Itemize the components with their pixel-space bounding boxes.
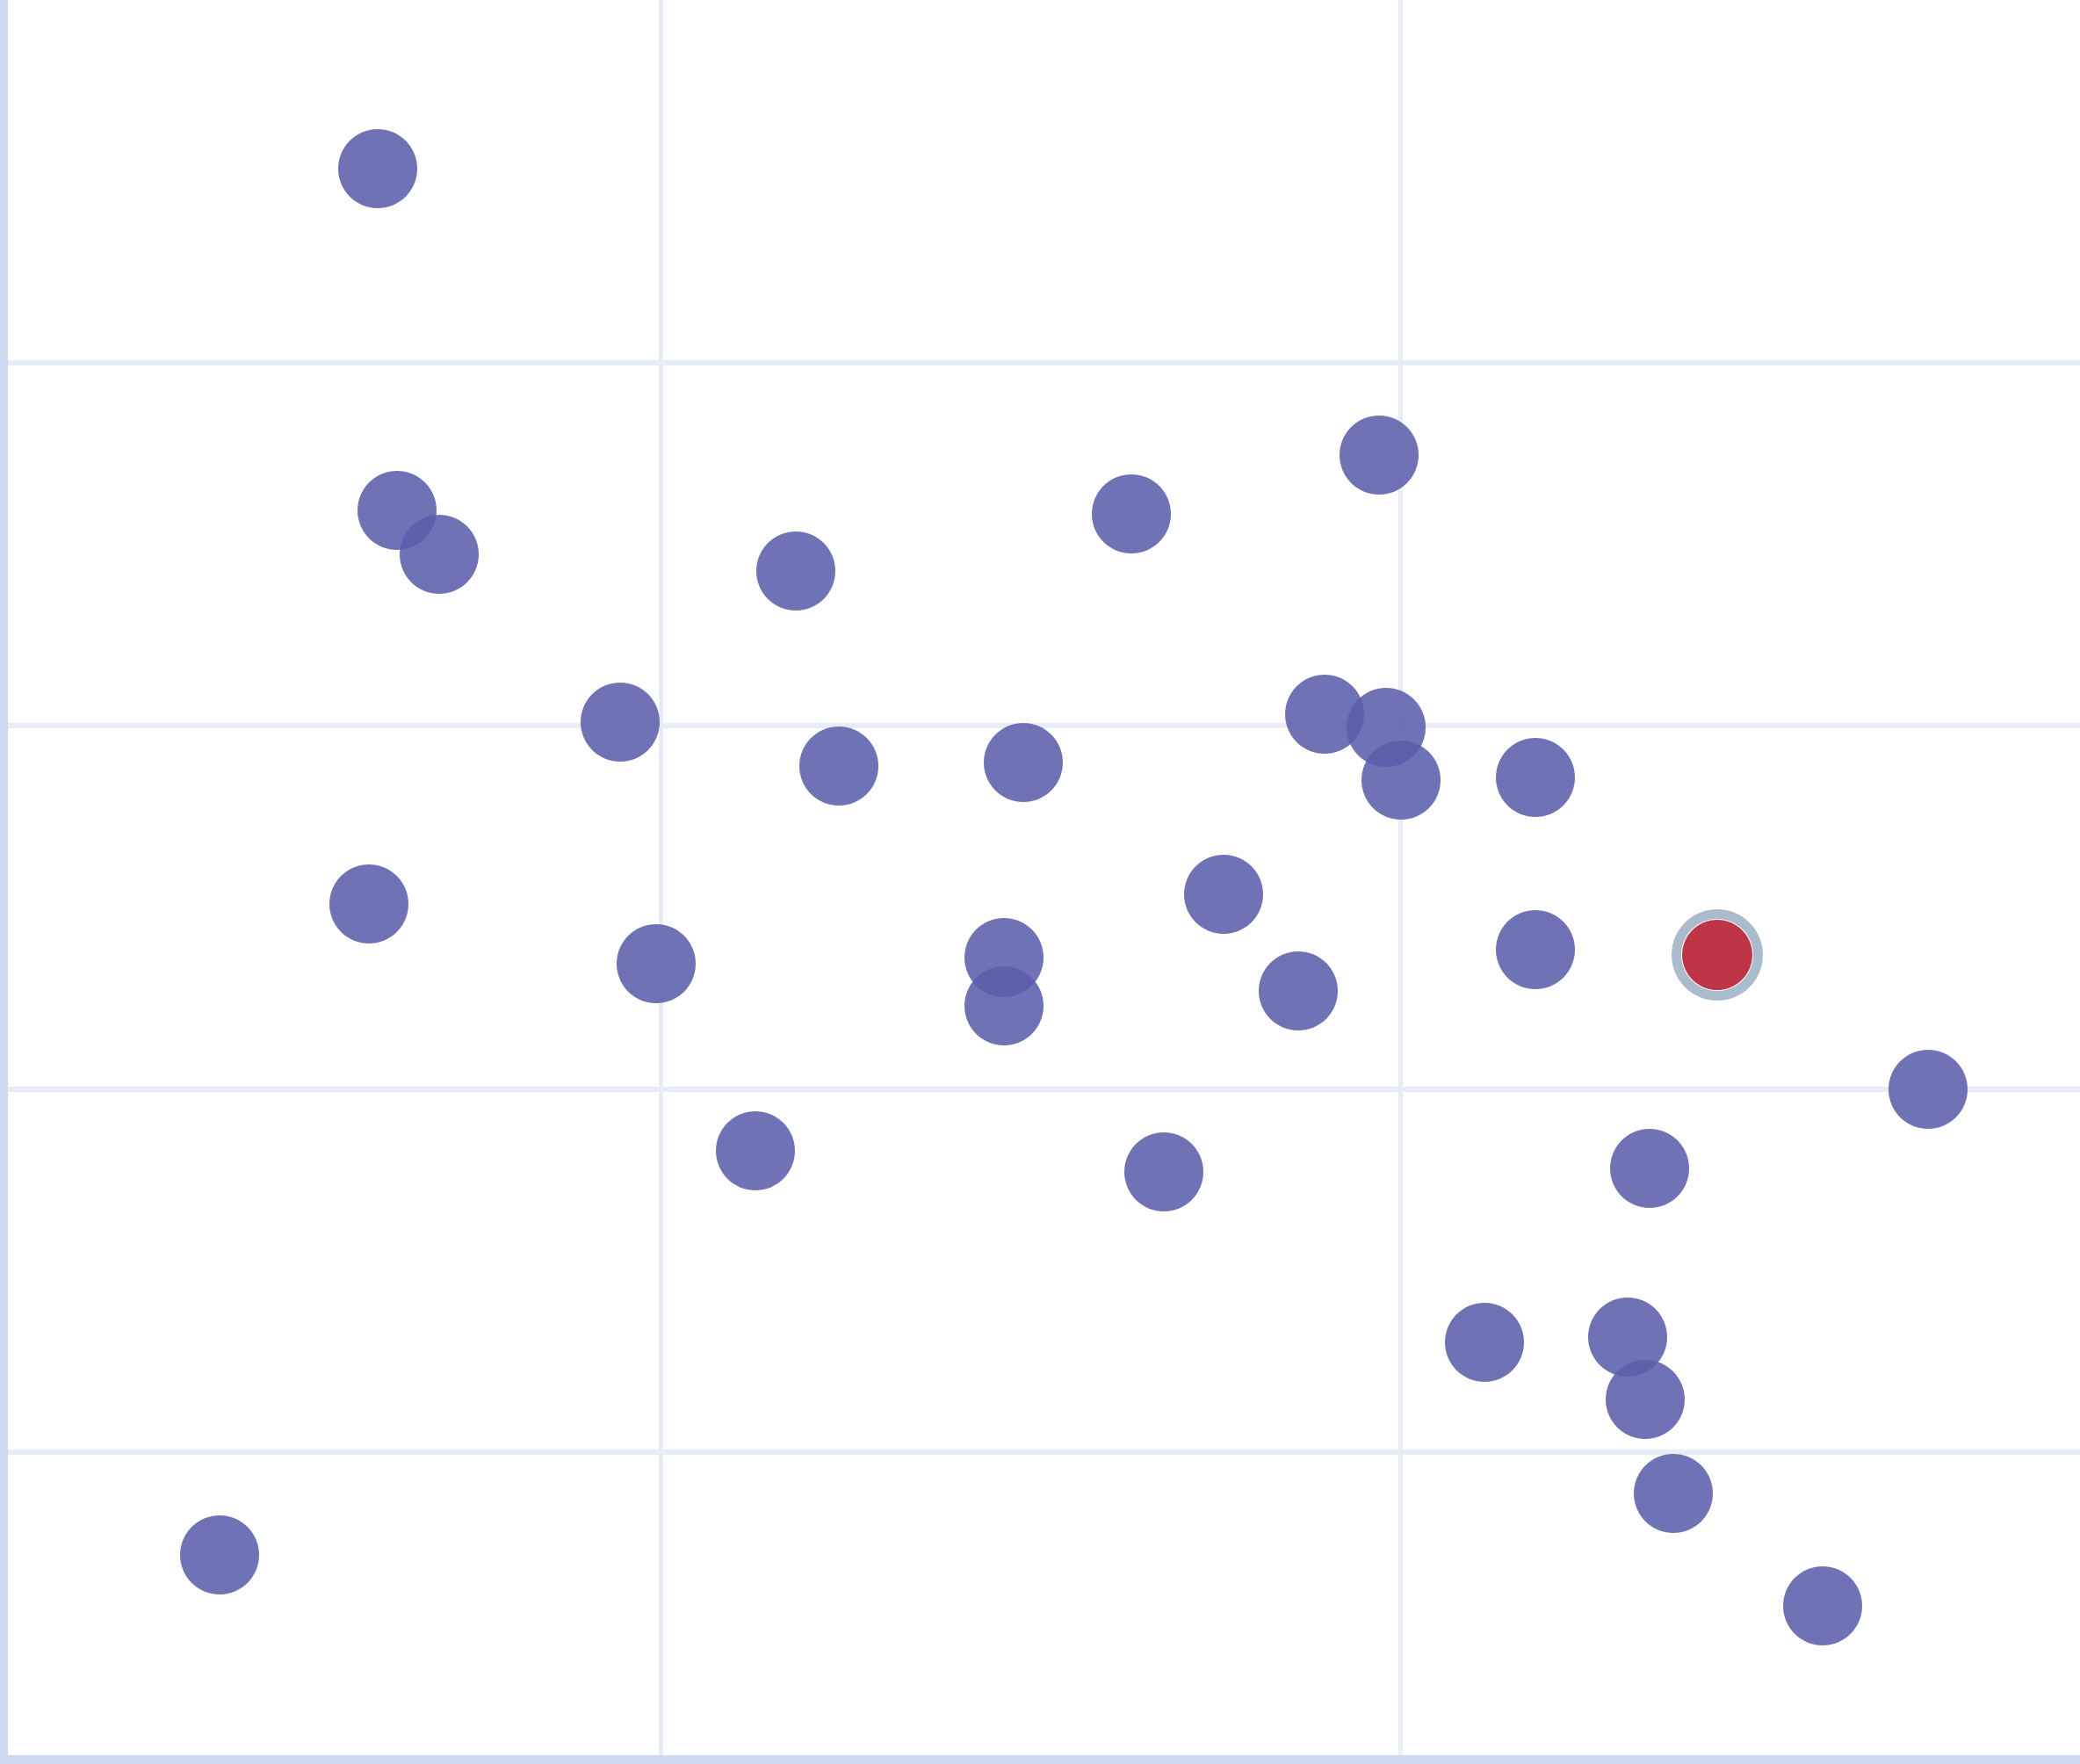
selected-point-ring <box>1672 909 1763 1001</box>
data-point[interactable] <box>1783 1566 1862 1645</box>
data-point[interactable] <box>1361 741 1441 820</box>
data-point[interactable] <box>581 683 660 762</box>
data-point[interactable] <box>1889 1050 1968 1129</box>
data-point[interactable] <box>180 1515 259 1594</box>
gridline-horizontal <box>8 360 2080 365</box>
data-point[interactable] <box>400 515 479 594</box>
data-point[interactable] <box>1634 1454 1713 1533</box>
data-point[interactable] <box>329 864 408 943</box>
data-point[interactable] <box>1259 951 1338 1030</box>
data-point[interactable] <box>1610 1129 1689 1208</box>
gridline-vertical <box>659 0 663 1764</box>
data-point[interactable] <box>716 1111 795 1190</box>
data-point[interactable] <box>1184 855 1263 934</box>
data-point[interactable] <box>1496 738 1575 817</box>
data-point[interactable] <box>799 727 878 806</box>
data-point[interactable] <box>1496 910 1575 989</box>
data-point[interactable] <box>1124 1132 1203 1211</box>
gridline-horizontal <box>8 1087 2080 1092</box>
data-point[interactable] <box>1092 474 1171 553</box>
data-point[interactable] <box>338 129 417 208</box>
data-point[interactable] <box>1606 1360 1685 1439</box>
data-point[interactable] <box>617 924 696 1003</box>
y-axis-line <box>0 0 8 1764</box>
data-point[interactable] <box>964 966 1044 1045</box>
selected-data-point[interactable] <box>1682 920 1752 990</box>
data-point[interactable] <box>1445 1303 1524 1382</box>
data-point[interactable] <box>1340 416 1419 495</box>
gridline-vertical <box>1398 0 1403 1764</box>
gridline-horizontal <box>8 723 2080 728</box>
x-axis-line <box>0 1755 2080 1764</box>
gridline-horizontal <box>8 1450 2080 1455</box>
data-point[interactable] <box>984 723 1063 802</box>
data-point[interactable] <box>756 531 835 611</box>
